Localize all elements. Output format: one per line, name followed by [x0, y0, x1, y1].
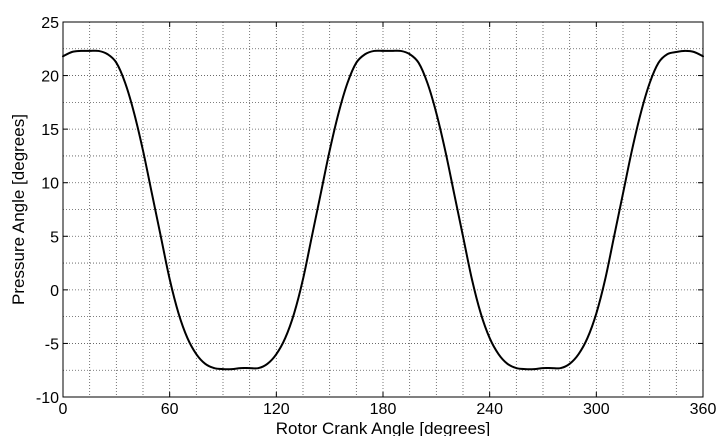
x-tick-label: 180 [370, 401, 397, 418]
tick-mark-layer [62, 21, 704, 398]
y-tick-label: -10 [36, 390, 59, 407]
x-tick-label: 60 [161, 401, 179, 418]
x-tick-labels: 0 60 120 180 240 300 360 [59, 401, 717, 418]
x-tick-label: 240 [476, 401, 503, 418]
x-tick-label: 300 [583, 401, 610, 418]
y-tick-label: 25 [41, 15, 59, 32]
y-tick-label: 20 [41, 69, 59, 86]
y-tick-label: -5 [45, 336, 59, 353]
y-tick-labels: -10 -5 0 5 10 15 20 25 [36, 15, 59, 407]
y-tick-label: 10 [41, 176, 59, 193]
series-line [62, 49, 704, 371]
y-tick-label: 0 [50, 283, 59, 300]
y-axis-label: Pressure Angle [degrees] [9, 114, 28, 305]
x-tick-label: 120 [263, 401, 290, 418]
y-tick-label: 5 [50, 229, 59, 246]
x-tick-label: 360 [690, 401, 717, 418]
x-tick-label: 0 [59, 401, 68, 418]
x-axis-label: Rotor Crank Angle [degrees] [276, 419, 491, 436]
y-tick-label: 15 [41, 122, 59, 139]
line-layer [62, 49, 704, 371]
grid-layer [63, 22, 703, 397]
